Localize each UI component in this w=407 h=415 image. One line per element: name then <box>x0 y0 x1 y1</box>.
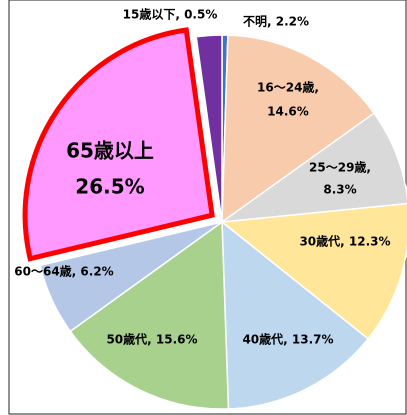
pie-slice <box>221 220 370 410</box>
data-label: 14.6% <box>267 105 309 119</box>
pie-slice <box>22 27 215 262</box>
data-label: 26.5% <box>75 175 144 199</box>
data-label: 25〜29歳, <box>309 160 371 175</box>
data-label: 30歳代, 12.3% <box>299 234 390 249</box>
data-label: 40歳代, 13.7% <box>242 332 333 347</box>
pie-slice <box>39 221 223 333</box>
data-label: 不明, 2.2% <box>243 15 309 29</box>
data-label: 15歳以下, 0.5% <box>123 7 218 22</box>
pie-slice <box>219 112 407 224</box>
pie-slice <box>195 34 223 223</box>
data-label: 65歳以上 <box>66 139 154 163</box>
pie-slice <box>221 34 376 224</box>
pie-slice <box>69 220 230 410</box>
data-label: 16〜24歳, <box>257 80 319 95</box>
data-label: 50歳代, 15.6% <box>106 332 197 347</box>
data-label: 8.3% <box>323 183 356 197</box>
data-label: 60〜64歳, 6.2% <box>14 264 113 279</box>
pie-slice <box>220 202 407 340</box>
